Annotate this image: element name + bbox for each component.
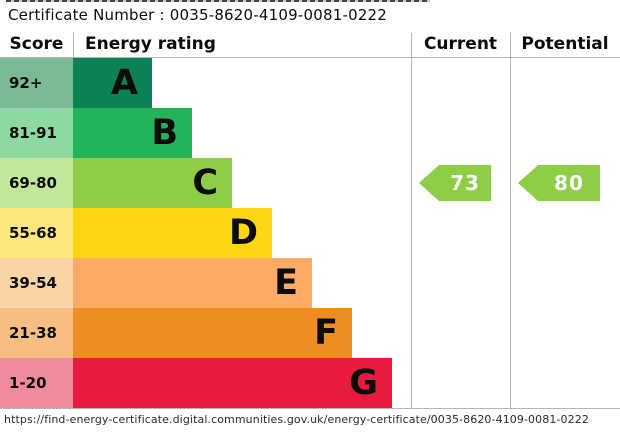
- score-range-b: 81-91: [0, 108, 73, 158]
- current-rating-value: 73: [439, 165, 491, 201]
- band-row-a: 92+ A: [0, 58, 620, 108]
- table-bottom-line: [0, 408, 620, 409]
- header-potential: Potential: [521, 34, 609, 54]
- score-range-g: 1-20: [0, 358, 73, 408]
- score-range-a: 92+: [0, 58, 73, 108]
- rating-bar-f: F: [73, 308, 352, 358]
- rating-bar-e: E: [73, 258, 312, 308]
- current-arrow-tip-icon: [419, 165, 439, 201]
- potential-arrow-tip-icon: [518, 165, 538, 201]
- header-divider-line: [0, 57, 620, 58]
- rating-bar-g: G: [73, 358, 392, 408]
- band-row-e: 39-54 E: [0, 258, 620, 308]
- potential-column-divider: [510, 33, 511, 408]
- rating-bar-b: B: [73, 108, 192, 158]
- band-row-b: 81-91 B: [0, 108, 620, 158]
- rating-bar-c: C: [73, 158, 232, 208]
- potential-rating-arrow: 80: [518, 165, 600, 201]
- band-row-g: 1-20 G: [0, 358, 620, 408]
- score-column-divider: [73, 33, 74, 57]
- certificate-number: Certificate Number : 0035-8620-4109-0081…: [8, 6, 388, 24]
- band-row-d: 55-68 D: [0, 208, 620, 258]
- header-current: Current: [423, 34, 498, 54]
- rating-bar-d: D: [73, 208, 272, 258]
- certificate-url: https://find-energy-certificate.digital.…: [4, 413, 589, 426]
- score-range-e: 39-54: [0, 258, 73, 308]
- current-column-divider: [411, 33, 412, 408]
- score-range-c: 69-80: [0, 158, 73, 208]
- potential-rating-value: 80: [538, 165, 600, 201]
- cropped-text-artifact: [6, 0, 430, 2]
- header-score: Score: [9, 34, 64, 54]
- score-range-f: 21-38: [0, 308, 73, 358]
- score-range-d: 55-68: [0, 208, 73, 258]
- band-row-c: 69-80 C: [0, 158, 620, 208]
- header-energy-rating: Energy rating: [85, 34, 216, 54]
- rating-bar-a: A: [73, 58, 152, 108]
- current-rating-arrow: 73: [419, 165, 491, 201]
- band-row-f: 21-38 F: [0, 308, 620, 358]
